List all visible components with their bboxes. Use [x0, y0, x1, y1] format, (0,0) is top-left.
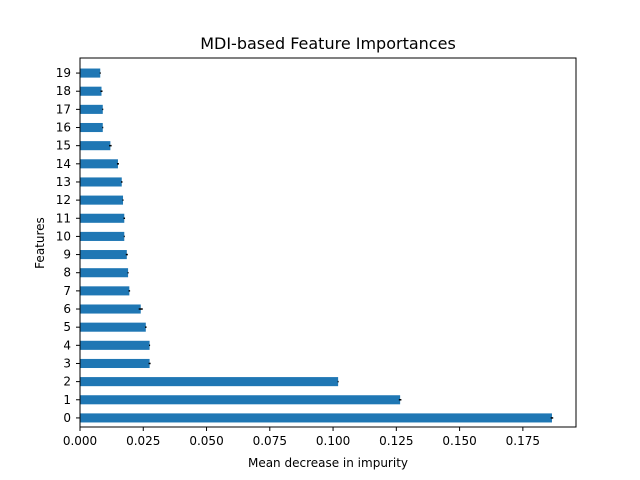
- y-tick-label-2: 2: [63, 375, 71, 389]
- bar-feature-16: [80, 122, 103, 133]
- y-tick-label-14: 14: [56, 157, 71, 171]
- x-tick-label-0: 0.000: [63, 434, 97, 448]
- bar-feature-18: [80, 86, 102, 96]
- bar-feature-11: [80, 213, 125, 223]
- y-tick-label-7: 7: [63, 284, 71, 298]
- bar-feature-5: [80, 322, 146, 332]
- bar-feature-0: [80, 413, 552, 423]
- y-tick-label-11: 11: [56, 211, 71, 225]
- y-tick-label-15: 15: [56, 139, 71, 153]
- bar-feature-19: [80, 68, 101, 78]
- y-tick-label-6: 6: [63, 302, 71, 316]
- bar-feature-3: [80, 358, 150, 369]
- bar-feature-14: [80, 159, 118, 169]
- y-tick-label-0: 0: [63, 411, 71, 425]
- y-tick-label-10: 10: [56, 229, 71, 243]
- y-tick-label-19: 19: [56, 66, 71, 80]
- y-tick-label-13: 13: [56, 175, 71, 189]
- bar-feature-1: [80, 395, 401, 405]
- x-tick-label-5: 0.125: [379, 434, 413, 448]
- chart-title: MDI-based Feature Importances: [200, 34, 456, 53]
- y-tick-label-17: 17: [56, 102, 71, 116]
- y-tick-label-3: 3: [63, 356, 71, 370]
- plot-frame: [79, 57, 577, 428]
- bar-feature-8: [80, 268, 129, 278]
- x-tick-label-6: 0.150: [442, 434, 476, 448]
- bar-feature-7: [80, 286, 130, 296]
- y-tick-label-16: 16: [56, 121, 71, 135]
- x-tick-label-3: 0.075: [253, 434, 287, 448]
- y-tick-label-18: 18: [56, 84, 71, 98]
- bar-feature-13: [80, 177, 122, 187]
- bar-feature-2: [80, 377, 339, 387]
- x-axis-label: Mean decrease in impurity: [248, 456, 408, 470]
- bar-feature-17: [80, 104, 103, 114]
- bar-feature-9: [80, 250, 127, 260]
- y-tick-label-4: 4: [63, 338, 71, 352]
- bar-feature-10: [80, 231, 125, 241]
- x-tick-label-4: 0.100: [316, 434, 350, 448]
- y-tick-label-8: 8: [63, 266, 71, 280]
- y-tick-label-1: 1: [63, 393, 71, 407]
- bar-feature-4: [80, 340, 150, 350]
- bar-feature-12: [80, 195, 124, 205]
- y-tick-label-5: 5: [63, 320, 71, 334]
- x-tick-label-1: 0.025: [126, 434, 160, 448]
- x-tick-label-7: 0.175: [506, 434, 540, 448]
- y-axis-label: Features: [33, 217, 47, 269]
- bar-feature-6: [80, 304, 141, 314]
- y-tick-label-12: 12: [56, 193, 71, 207]
- y-tick-label-9: 9: [63, 248, 71, 262]
- bar-feature-15: [80, 141, 111, 151]
- x-tick-label-2: 0.050: [189, 434, 223, 448]
